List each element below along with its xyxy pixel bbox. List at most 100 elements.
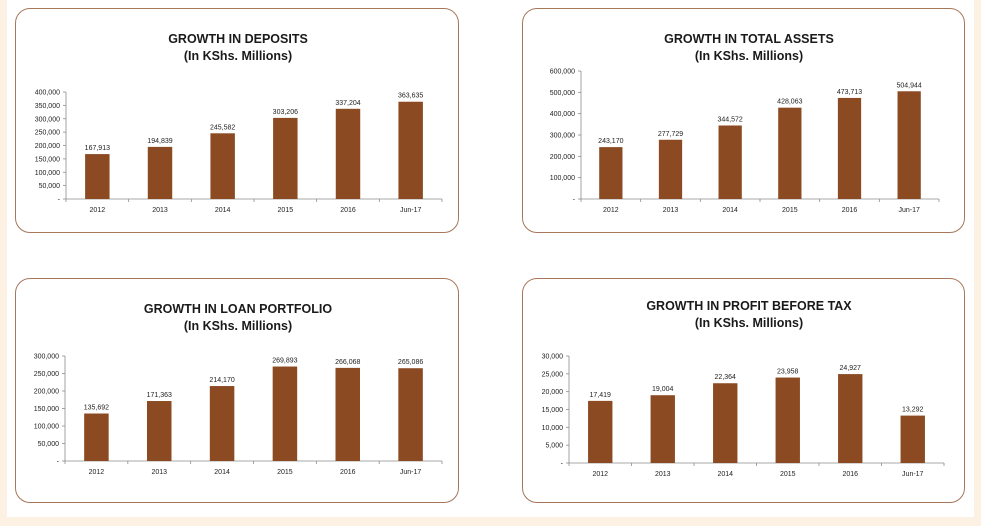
bar-value-label: 13,292 — [902, 407, 924, 414]
bar-value-label: 167,913 — [85, 145, 110, 152]
y-tick-label: 5,000 — [545, 443, 563, 450]
x-tick-label: 2014 — [215, 207, 231, 214]
x-tick-label: 2014 — [722, 207, 738, 214]
bar — [778, 107, 802, 199]
bar — [658, 139, 683, 199]
bar-value-label: 171,363 — [147, 392, 172, 399]
chart-subtitle: (In KShs. Millions) — [184, 319, 292, 333]
x-tick-label: 2012 — [89, 469, 105, 476]
y-tick-label: - — [561, 461, 564, 468]
bar-value-label: 266,068 — [335, 359, 360, 366]
bar — [837, 97, 862, 199]
plot-area: - 50,000 100,000 150,000 200,000 250,000 300,0… — [34, 354, 443, 476]
plot-area: - 100,000 200,000 300,000 400,000 500,000 600,… — [550, 69, 940, 214]
y-tick-label: - — [58, 197, 61, 204]
x-tick-label: 2013 — [152, 207, 168, 214]
y-tick-label: 30,000 — [542, 354, 564, 361]
bar — [599, 147, 623, 199]
x-tick-label: 2016 — [842, 207, 858, 214]
bar — [335, 367, 361, 461]
bar — [897, 91, 921, 199]
y-tick-label: 100,000 — [550, 175, 575, 182]
chart-deposits: GROWTH IN DEPOSITS (In KShs. Millions) -… — [35, 32, 443, 214]
bar-value-label: 214,170 — [209, 377, 234, 384]
x-tick-label: 2013 — [663, 207, 679, 214]
chart-panel-deposits: GROWTH IN DEPOSITS (In KShs. Millions) -… — [15, 8, 459, 233]
bar-value-label: 194,839 — [147, 138, 172, 145]
bar-value-label: 265,086 — [398, 359, 423, 366]
chart-panel-profit-before-tax: GROWTH IN PROFIT BEFORE TAX (In KShs. Mi… — [522, 278, 965, 503]
bar-value-label: 19,004 — [652, 386, 674, 393]
bar-value-label: 23,958 — [777, 369, 799, 376]
y-tick-label: 200,000 — [550, 154, 575, 161]
bar-value-label: 363,635 — [398, 93, 423, 100]
bar — [713, 383, 738, 463]
bar — [775, 377, 800, 463]
y-tick-label: 50,000 — [39, 183, 61, 190]
x-tick-label: Jun-17 — [898, 207, 920, 214]
y-tick-label: 50,000 — [38, 441, 60, 448]
bar-value-label: 277,729 — [658, 131, 683, 138]
x-tick-label: 2016 — [340, 469, 356, 476]
chart-title: GROWTH IN TOTAL ASSETS — [664, 32, 834, 46]
x-tick-label: 2013 — [655, 471, 671, 478]
y-tick-label: 350,000 — [35, 103, 60, 110]
bar — [209, 386, 235, 461]
chart-panel-loan-portfolio: GROWTH IN LOAN PORTFOLIO (In KShs. Milli… — [15, 278, 459, 503]
chart-title: GROWTH IN LOAN PORTFOLIO — [144, 302, 332, 316]
y-tick-label: 400,000 — [550, 111, 575, 118]
y-tick-label: 150,000 — [35, 156, 60, 163]
bar-value-label: 22,364 — [715, 374, 737, 381]
x-tick-label: Jun-17 — [902, 471, 924, 478]
bar — [146, 401, 172, 461]
chart-profit-before-tax: GROWTH IN PROFIT BEFORE TAX (In KShs. Mi… — [542, 299, 945, 478]
chart-panel-total-assets: GROWTH IN TOTAL ASSETS (In KShs. Million… — [522, 8, 965, 233]
bar — [85, 154, 110, 199]
chart-title: GROWTH IN PROFIT BEFORE TAX — [646, 299, 852, 313]
y-tick-label: 25,000 — [542, 371, 564, 378]
bar — [335, 108, 361, 199]
y-tick-label: 200,000 — [35, 143, 60, 150]
bar — [398, 368, 423, 461]
x-tick-label: 2014 — [214, 469, 230, 476]
y-tick-label: 150,000 — [34, 406, 59, 413]
y-tick-label: - — [57, 459, 60, 466]
y-tick-label: 15,000 — [542, 407, 564, 414]
bar-value-label: 269,893 — [272, 358, 297, 365]
bar — [588, 400, 613, 463]
bar-value-label: 17,419 — [590, 392, 612, 399]
x-tick-label: 2013 — [151, 469, 167, 476]
bar-value-label: 24,927 — [840, 365, 862, 372]
bar-value-label: 135,692 — [84, 405, 109, 412]
bar — [272, 366, 298, 461]
x-tick-label: 2012 — [603, 207, 619, 214]
bar — [273, 117, 298, 199]
chart-subtitle: (In KShs. Millions) — [695, 316, 803, 330]
x-tick-label: 2015 — [278, 207, 294, 214]
y-tick-label: 250,000 — [35, 130, 60, 137]
y-tick-label: 100,000 — [34, 424, 59, 431]
chart-subtitle: (In KShs. Millions) — [695, 49, 803, 63]
y-tick-label: 400,000 — [35, 90, 60, 97]
y-tick-label: - — [573, 197, 576, 204]
y-tick-label: 500,000 — [550, 90, 575, 97]
bar-value-label: 245,582 — [210, 124, 235, 131]
y-tick-label: 10,000 — [542, 425, 564, 432]
chart-title: GROWTH IN DEPOSITS — [168, 32, 308, 46]
y-tick-label: 300,000 — [34, 354, 59, 361]
bar — [900, 415, 925, 463]
bar — [147, 146, 173, 199]
bar-value-label: 344,572 — [718, 116, 743, 123]
x-tick-label: 2016 — [340, 207, 356, 214]
bar-value-label: 428,063 — [777, 99, 802, 106]
y-tick-label: 20,000 — [542, 389, 564, 396]
x-tick-label: 2015 — [782, 207, 798, 214]
x-tick-label: 2015 — [277, 469, 293, 476]
x-tick-label: 2015 — [780, 471, 796, 478]
x-tick-label: 2012 — [592, 471, 608, 478]
y-tick-label: 100,000 — [35, 170, 60, 177]
y-tick-label: 300,000 — [550, 133, 575, 140]
plot-area: - 50,000 100,000 150,000 200,000 250,000 300,0… — [35, 90, 443, 214]
y-tick-label: 250,000 — [34, 371, 59, 378]
bar — [718, 125, 742, 199]
